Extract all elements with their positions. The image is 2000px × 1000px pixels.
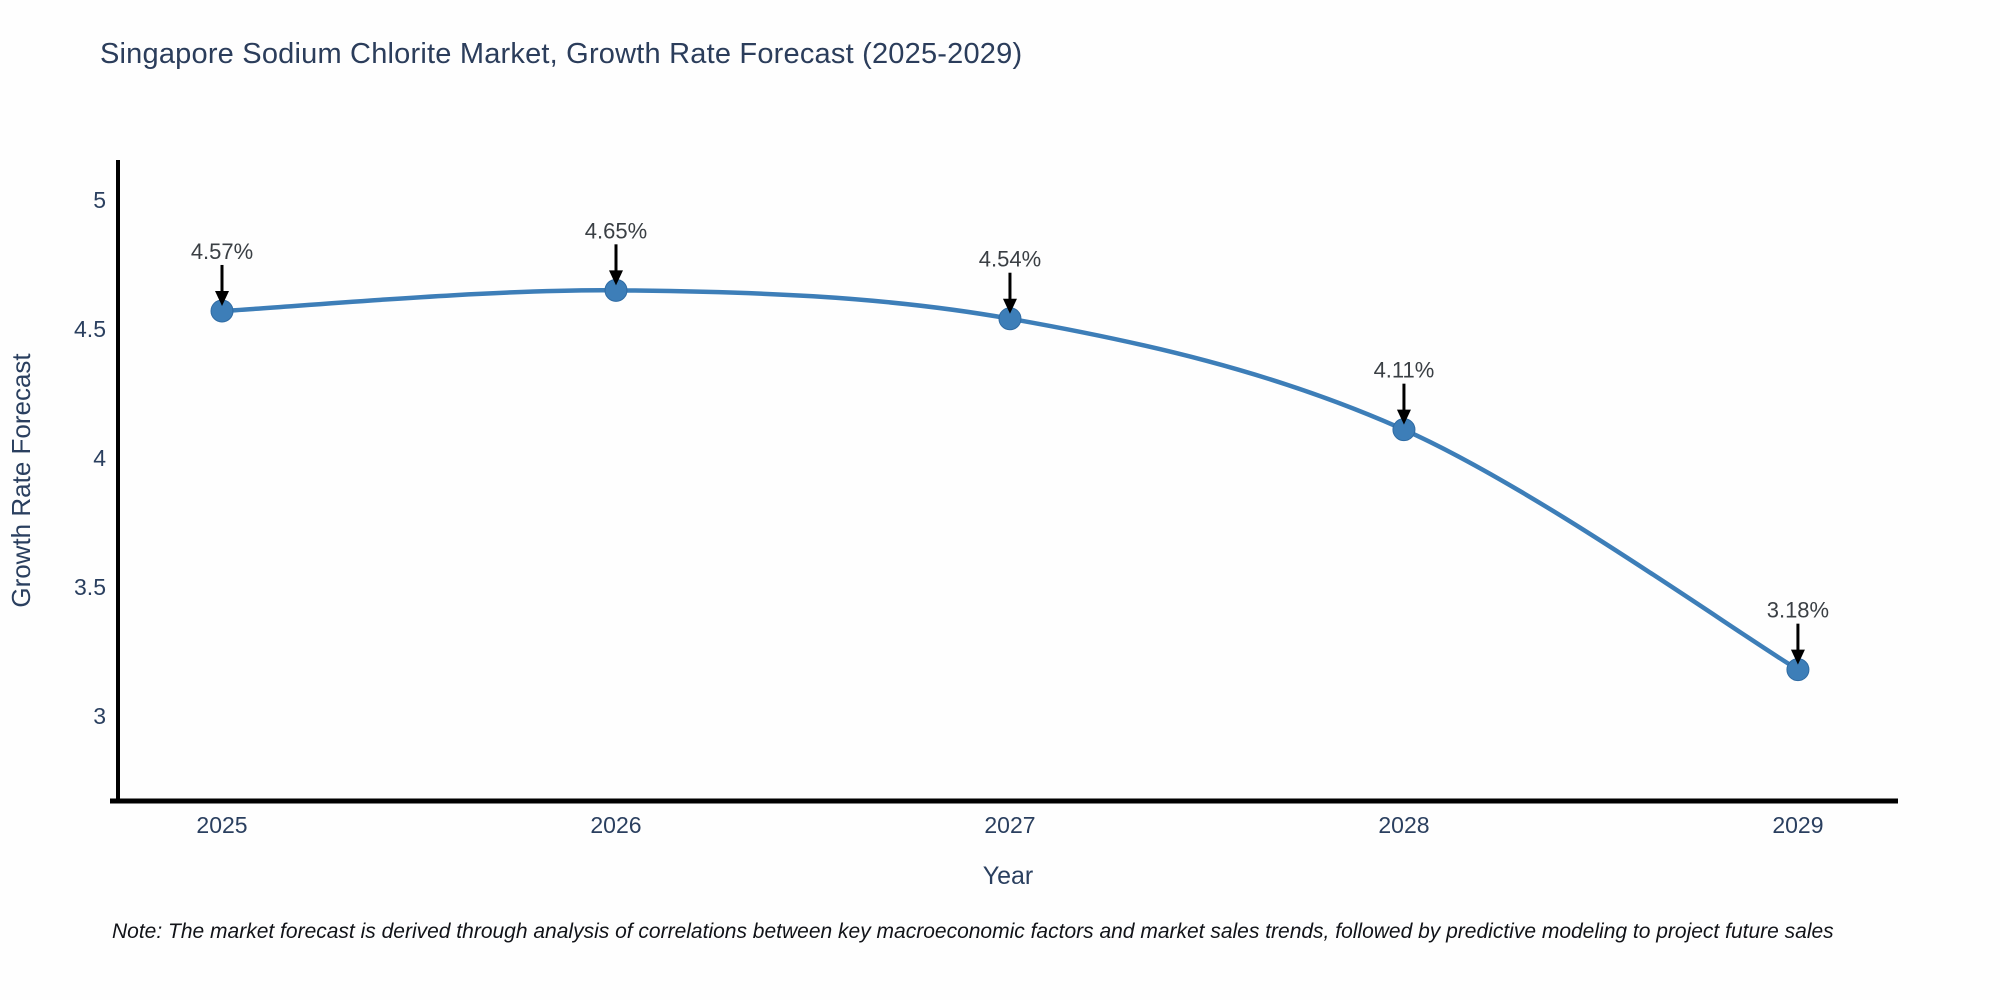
x-axis-title: Year: [983, 862, 1034, 890]
chart-footnote: Note: The market forecast is derived thr…: [112, 920, 1834, 943]
x-tick-label: 2028: [1378, 812, 1429, 838]
annotation-arrow-head: [1002, 298, 1017, 314]
annotation-label: 4.11%: [1374, 358, 1435, 383]
annotation-label: 4.65%: [585, 218, 647, 243]
annotation-arrow-head: [1790, 649, 1805, 665]
y-tick-label: 3: [93, 703, 106, 729]
chart-title: Singapore Sodium Chlorite Market, Growth…: [100, 38, 1023, 70]
annotation-label: 3.18%: [1767, 598, 1829, 623]
annotation-label: 4.57%: [191, 239, 253, 264]
y-tick-label: 3.5: [74, 574, 106, 600]
x-tick-label: 2025: [196, 812, 247, 838]
annotation-arrow-head: [1396, 409, 1411, 425]
x-tick-label: 2029: [1772, 812, 1823, 838]
x-tick-label: 2026: [590, 812, 641, 838]
y-axis-title: Growth Rate Forecast: [6, 353, 36, 608]
annotation-arrow-head: [215, 290, 230, 306]
y-tick-label: 5: [93, 187, 106, 213]
y-tick-label: 4: [93, 445, 106, 471]
y-tick-label: 4.5: [74, 316, 106, 342]
annotation-arrow-head: [608, 270, 623, 286]
annotation-label: 4.54%: [979, 247, 1041, 272]
x-tick-label: 2027: [984, 812, 1035, 838]
line-series-path: [219, 288, 1801, 672]
